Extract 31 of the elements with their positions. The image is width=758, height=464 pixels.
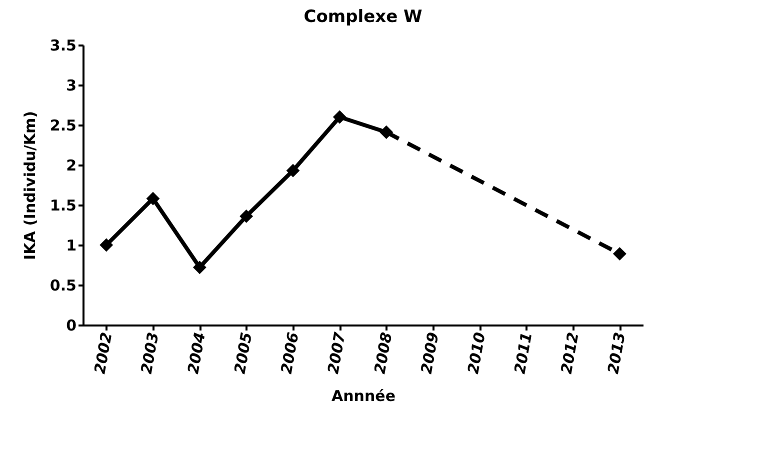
y-tick-label: 1.5 (50, 196, 76, 214)
chart-title: Complexe W (304, 7, 423, 27)
x-tick-label: 2006 (277, 330, 302, 376)
point (380, 125, 394, 139)
y-tick-label: 0.5 (50, 276, 76, 294)
x-tick-label: 2003 (137, 330, 162, 376)
y-tick-label: 2 (66, 156, 76, 174)
x-tick-label: 2004 (184, 330, 210, 376)
y-tick-label: 0 (66, 316, 76, 334)
point (192, 260, 206, 274)
x-axis-title: Annnée (332, 387, 396, 406)
x-tick-label: 2010 (464, 330, 490, 376)
point (332, 110, 346, 124)
x-tick-label: 2012 (557, 330, 582, 376)
y-tick-label: 3 (66, 76, 76, 94)
x-tick-label: 2011 (510, 330, 536, 376)
x-tick-label: 2008 (370, 330, 396, 376)
x-tick-label: 2005 (230, 330, 256, 376)
x-tick-label: 2007 (324, 330, 350, 376)
point (100, 238, 114, 252)
y-tick-label: 1 (66, 236, 76, 254)
x-tick-label: 2002 (90, 330, 116, 376)
y-axis-title: IKA (Individu/Km) (20, 111, 39, 260)
y-tick-label: 3.5 (50, 36, 76, 54)
x-tick-label: 2009 (417, 330, 442, 376)
point (612, 247, 626, 261)
point (240, 209, 254, 223)
y-tick-label: 2.5 (50, 116, 76, 134)
x-tick-label: 2013 (604, 330, 630, 376)
point (146, 192, 160, 206)
point (286, 164, 300, 178)
